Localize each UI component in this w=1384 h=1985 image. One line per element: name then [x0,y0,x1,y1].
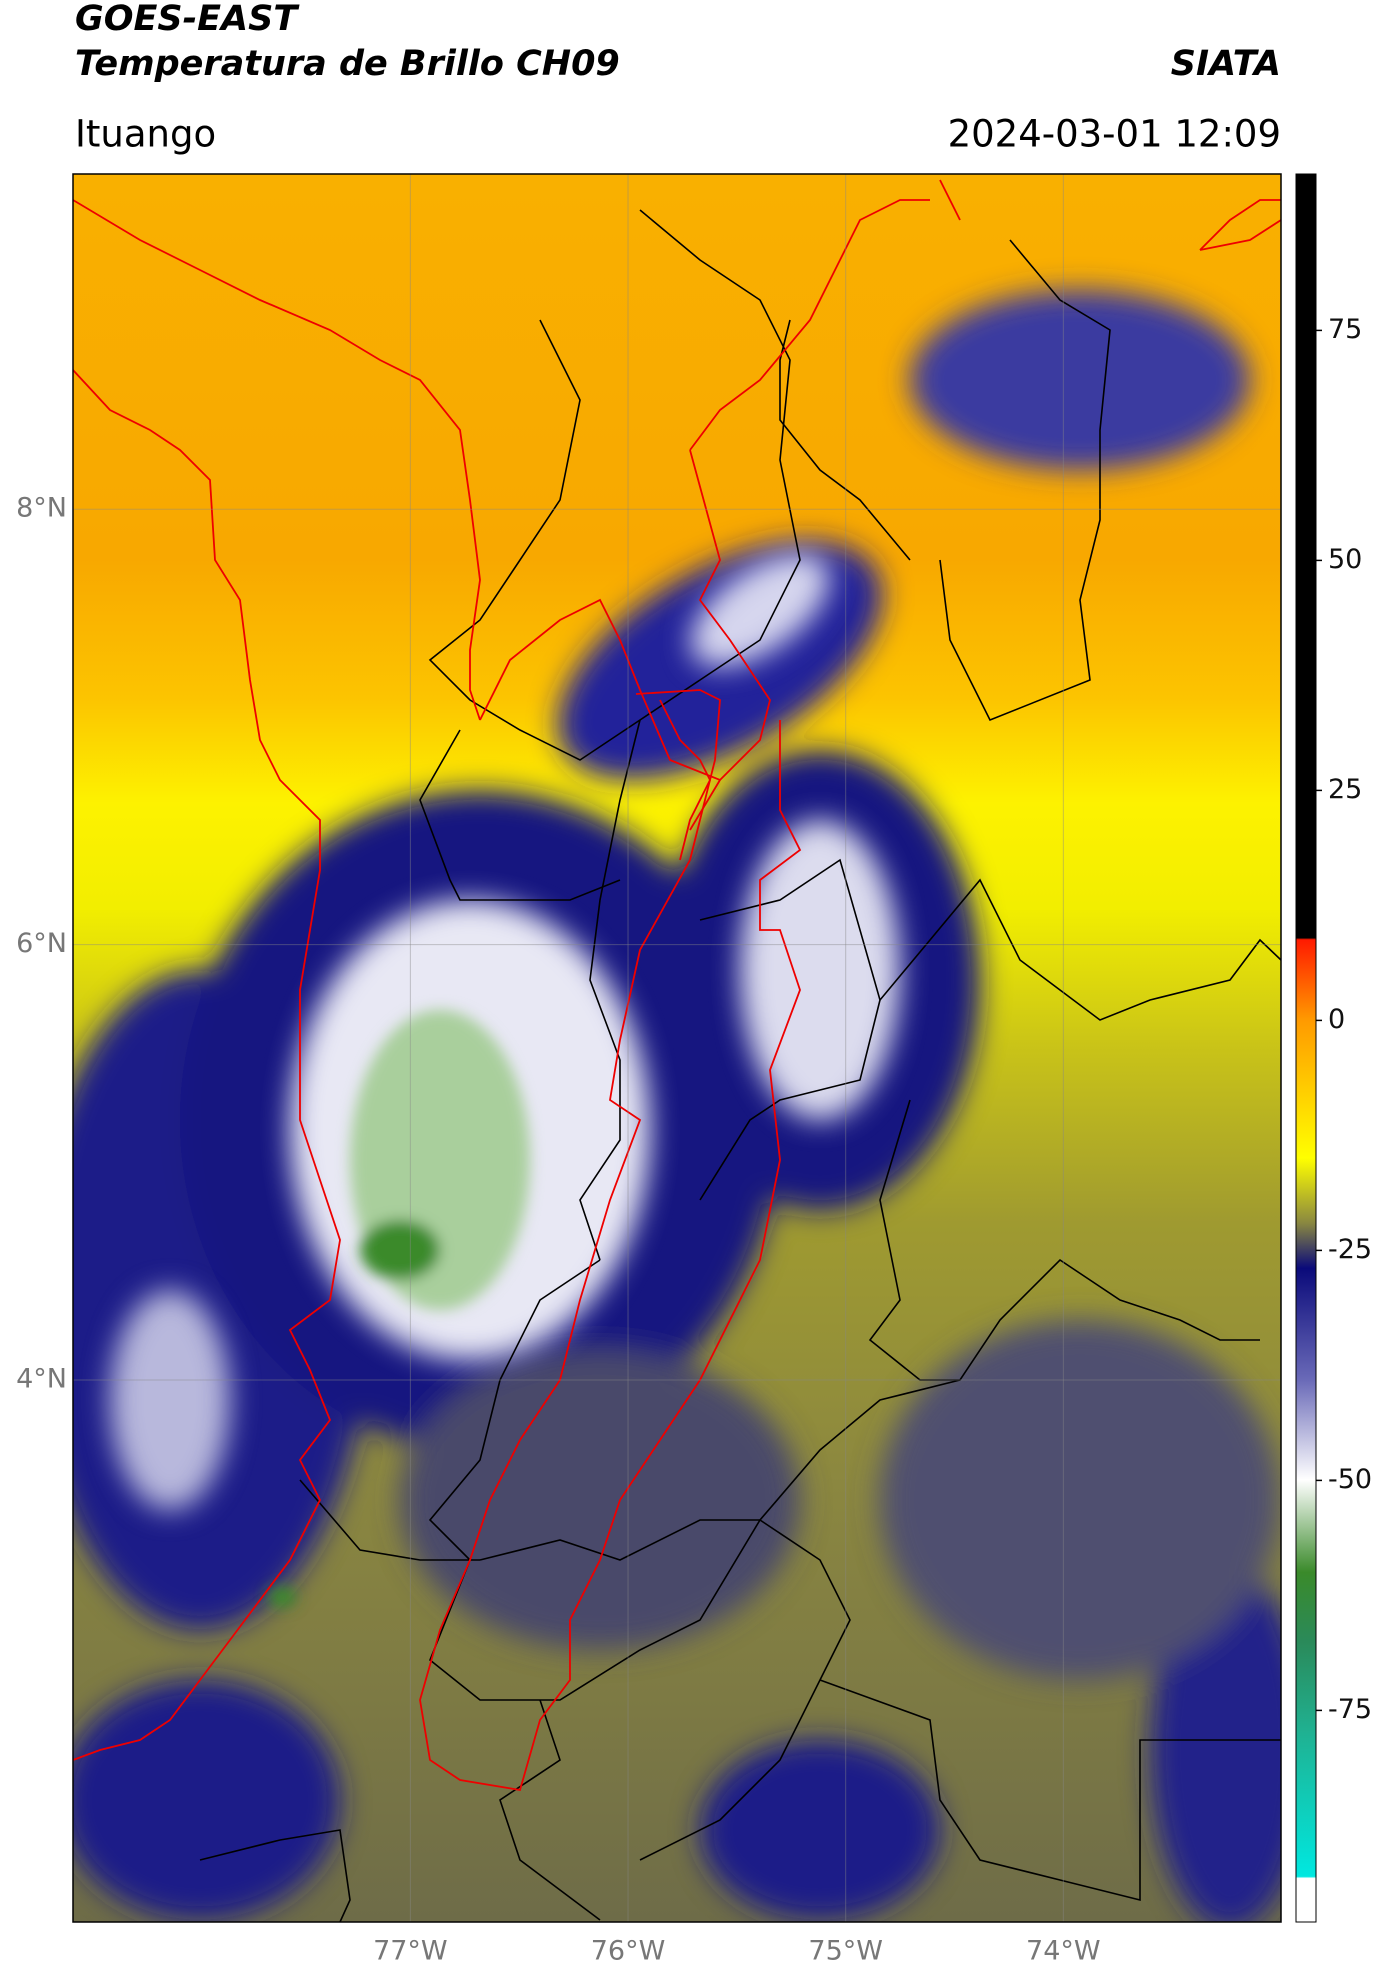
x-tick-label: 75°W [808,1936,883,1967]
source: SIATA [1171,44,1281,84]
location: Ituango [75,113,216,156]
colorbar-tick-label: 75 [1328,314,1362,345]
map-frame [72,173,1282,1923]
colorbar-tick-label: -25 [1328,1234,1372,1265]
title: GOES-EAST [75,0,300,39]
colorbar-tick-label: 0 [1328,1004,1345,1035]
x-tick-label: 74°W [1026,1936,1101,1967]
colorbar-tick-label: 25 [1328,774,1362,805]
y-tick-label: 4°N [16,1363,67,1394]
x-tick-label: 77°W [373,1936,448,1967]
colorbar-tick-label: 50 [1328,544,1362,575]
y-tick-label: 6°N [16,928,67,959]
satellite-image [73,174,1281,1922]
y-tick-label: 8°N [16,493,67,524]
colorbar-tick-label: -50 [1328,1464,1372,1495]
colorbar-tick-label: -75 [1328,1694,1372,1725]
x-tick-label: 76°W [591,1936,666,1967]
timestamp: 2024-03-01 12:09 [948,113,1281,156]
grid [73,174,1281,1922]
colorbar [1295,173,1317,1923]
subtitle: Temperatura de Brillo CH09 [75,44,620,84]
